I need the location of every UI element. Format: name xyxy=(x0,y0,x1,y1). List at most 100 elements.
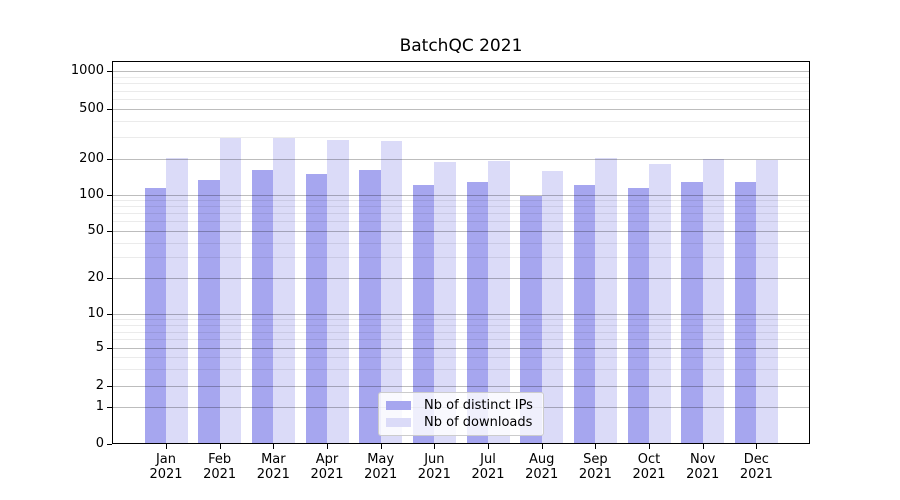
bar-nb-of-downloads-jun-2021 xyxy=(434,161,456,444)
x-tick-label-line: 2021 xyxy=(203,467,237,482)
y-tick-label-1: 1 xyxy=(95,399,104,415)
y-tickmark-50 xyxy=(107,231,112,232)
y-tick-label-0: 0 xyxy=(95,436,104,451)
x-tick-label-line: Mar xyxy=(261,452,286,467)
bar-nb-of-downloads-aug-2021 xyxy=(541,170,564,444)
x-tick-label-line: Oct xyxy=(637,452,661,467)
legend-item-nb-of-downloads: Nb of downloads xyxy=(386,415,536,430)
plot-area xyxy=(112,61,810,444)
legend-label-nb-of-downloads: Nb of downloads xyxy=(424,415,533,430)
x-tick-label-aug-2021: Aug 2021 xyxy=(514,452,570,482)
x-tickmark-nov-2021 xyxy=(702,444,704,449)
y-tick-label-200: 200 xyxy=(79,151,104,167)
x-tick-label-line: Nov xyxy=(690,452,716,467)
bar-nb-of-distinct-ips-jan-2021 xyxy=(144,188,166,444)
bar-nb-of-downloads-mar-2021 xyxy=(273,137,295,444)
x-tickmark-apr-2021 xyxy=(327,444,328,449)
x-tick-label-line: Aug xyxy=(528,452,555,467)
y-tick-label-500: 500 xyxy=(79,101,104,117)
bar-nb-of-distinct-ips-oct-2021 xyxy=(627,187,650,444)
y-tickmark-1 xyxy=(107,407,112,409)
x-tick-label-jul-2021: Jul 2021 xyxy=(460,452,516,482)
bar-nb-of-downloads-apr-2021 xyxy=(327,139,349,444)
y-tickmark-5 xyxy=(107,348,112,350)
x-tick-label-line: May xyxy=(367,452,395,467)
bar-nb-of-distinct-ips-feb-2021 xyxy=(198,180,220,444)
bar-nb-of-downloads-dec-2021 xyxy=(756,159,778,444)
x-tick-label-may-2021: May 2021 xyxy=(353,452,409,482)
y-tickmark-10 xyxy=(107,314,112,315)
legend-swatch-nb-of-downloads xyxy=(386,418,411,427)
bar-nb-of-distinct-ips-may-2021 xyxy=(359,170,381,444)
x-tick-label-sep-2021: Sep 2021 xyxy=(567,452,623,482)
bar-nb-of-downloads-oct-2021 xyxy=(649,163,671,444)
x-tickmark-jan-2021 xyxy=(166,444,167,449)
bar-nb-of-distinct-ips-aug-2021 xyxy=(520,196,542,444)
y-tick-label-2: 2 xyxy=(95,378,104,393)
x-tick-label-line: 2021 xyxy=(471,467,505,482)
y-tick-label-1000: 1000 xyxy=(70,62,104,78)
x-tickmark-feb-2021 xyxy=(219,444,221,449)
x-tick-label-line: 2021 xyxy=(739,467,773,482)
bar-nb-of-distinct-ips-dec-2021 xyxy=(734,181,757,444)
x-tickmark-may-2021 xyxy=(380,444,382,449)
y-tick-label-5: 5 xyxy=(95,340,104,356)
y-tick-label-20: 20 xyxy=(87,270,104,286)
y-tickmark-200 xyxy=(107,159,112,161)
chart-title: BatchQC 2021 xyxy=(399,36,523,56)
bar-nb-of-downloads-jul-2021 xyxy=(488,160,510,444)
x-tick-label-line: Feb xyxy=(208,452,232,467)
x-tick-label-oct-2021: Oct 2021 xyxy=(621,452,677,482)
y-tick-label-100: 100 xyxy=(79,186,104,202)
bar-nb-of-distinct-ips-jun-2021 xyxy=(412,184,435,444)
x-tickmark-dec-2021 xyxy=(756,444,758,449)
x-tick-label-line: Sep xyxy=(583,452,608,467)
x-tickmark-sep-2021 xyxy=(595,444,597,449)
bar-nb-of-distinct-ips-jul-2021 xyxy=(466,182,489,444)
legend-swatch-nb-of-distinct-ips xyxy=(386,401,411,410)
bars-layer xyxy=(112,61,810,444)
y-tickmark-500 xyxy=(107,109,112,111)
y-tickmark-2 xyxy=(107,386,112,387)
bar-nb-of-downloads-feb-2021 xyxy=(219,138,242,444)
y-tick-label-10: 10 xyxy=(87,306,104,321)
bar-nb-of-distinct-ips-apr-2021 xyxy=(305,173,327,444)
bar-nb-of-downloads-jan-2021 xyxy=(166,158,188,444)
x-tick-label-line: Jan xyxy=(155,452,177,467)
legend: Nb of distinct IPs Nb of downloads xyxy=(378,392,544,436)
bar-nb-of-downloads-nov-2021 xyxy=(702,159,725,444)
y-tickmark-20 xyxy=(107,278,112,280)
x-tick-label-line: 2021 xyxy=(310,467,344,482)
x-tick-label-line: 2021 xyxy=(149,467,183,482)
x-tick-label-line: Jul xyxy=(480,452,496,467)
y-tickmark-1000 xyxy=(107,70,112,72)
x-tick-label-line: 2021 xyxy=(686,467,720,482)
x-tickmark-jun-2021 xyxy=(434,444,436,449)
x-tick-label-jun-2021: Jun 2021 xyxy=(406,452,462,482)
x-tick-label-apr-2021: Apr 2021 xyxy=(299,452,355,482)
x-tick-label-line: Apr xyxy=(315,452,339,467)
x-tick-label-line: 2021 xyxy=(525,467,559,482)
x-tick-label-line: 2021 xyxy=(256,467,290,482)
x-tickmark-aug-2021 xyxy=(541,444,543,449)
x-tickmark-jul-2021 xyxy=(488,444,490,449)
legend-label-nb-of-distinct-ips: Nb of distinct IPs xyxy=(424,398,533,413)
x-tickmark-mar-2021 xyxy=(273,444,275,449)
bar-nb-of-downloads-sep-2021 xyxy=(595,157,617,444)
y-tick-label-50: 50 xyxy=(87,223,104,238)
y-tickmark-0 xyxy=(107,444,112,445)
x-tick-label-line: 2021 xyxy=(578,467,612,482)
bar-nb-of-downloads-may-2021 xyxy=(380,141,403,444)
bar-nb-of-distinct-ips-nov-2021 xyxy=(681,182,703,444)
x-tickmark-oct-2021 xyxy=(649,444,651,449)
x-tick-label-line: 2021 xyxy=(632,467,666,482)
x-tick-label-line: 2021 xyxy=(417,467,451,482)
x-tick-label-line: Jun xyxy=(424,452,445,467)
x-tick-label-nov-2021: Nov 2021 xyxy=(675,452,731,482)
x-tick-label-line: 2021 xyxy=(364,467,398,482)
x-tick-label-line: Dec xyxy=(743,452,769,467)
bar-nb-of-distinct-ips-sep-2021 xyxy=(573,184,596,444)
x-tick-label-feb-2021: Feb 2021 xyxy=(192,452,248,482)
x-tick-label-dec-2021: Dec 2021 xyxy=(728,452,784,482)
